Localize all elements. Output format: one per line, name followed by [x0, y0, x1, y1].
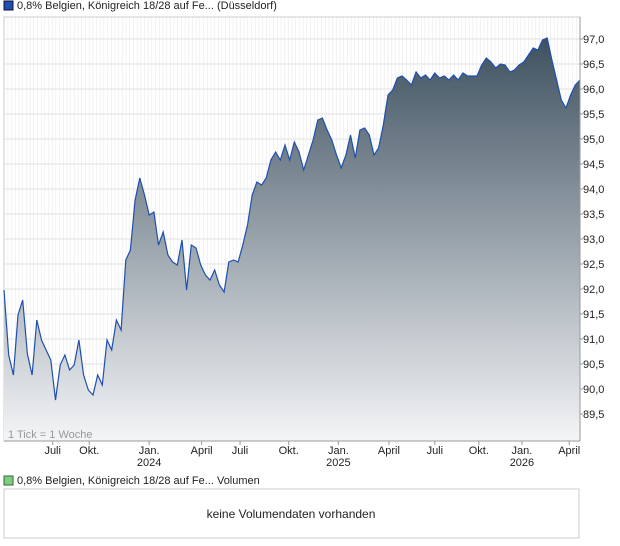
x-year-label: 2024: [137, 457, 161, 469]
y-tick-label: 91,5: [583, 309, 604, 321]
y-tick-label: 96,0: [583, 84, 604, 96]
x-tick-label: Juli: [44, 445, 61, 457]
y-tick-label: 95,5: [583, 109, 604, 121]
x-year-label: 2025: [326, 457, 350, 469]
y-tick-label: 92,5: [583, 259, 604, 271]
y-tick-label: 97,0: [583, 34, 604, 46]
legend-label: 0,8% Belgien, Königreich 18/28 auf Fe...…: [17, 0, 277, 12]
y-tick-label: 89,5: [583, 409, 604, 421]
line: [3, 37, 581, 401]
y-tick-label: 90,0: [583, 384, 604, 396]
legend-swatch: [3, 475, 14, 486]
x-tick-label: April: [558, 445, 580, 457]
x-tick-label: Juli: [427, 445, 444, 457]
legend-swatch: [3, 0, 14, 11]
x-tick-label: Juli: [232, 445, 249, 457]
volume-panel: [3, 488, 580, 539]
tick-note: 1 Tick = 1 Woche: [8, 429, 92, 441]
x-tick-label: Okt.: [279, 445, 299, 457]
y-tick-label: 92,0: [583, 284, 604, 296]
x-tick-label: Jan.: [328, 445, 349, 457]
x-tick-label: Okt.: [469, 445, 489, 457]
area: [4, 38, 580, 441]
x-tick-label: April: [378, 445, 400, 457]
y-tick-label: 94,5: [583, 159, 604, 171]
x-year-label: 2026: [510, 457, 534, 469]
y-tick-label: 90,5: [583, 359, 604, 371]
y-tick-label: 91,0: [583, 334, 604, 346]
y-tick-label: 96,5: [583, 59, 604, 71]
x-tick-label: Okt.: [79, 445, 99, 457]
x-tick-label: Jan.: [512, 445, 533, 457]
x-tick-label: April: [191, 445, 213, 457]
volume-legend-label: 0,8% Belgien, Königreich 18/28 auf Fe...…: [17, 475, 260, 487]
y-tick-label: 93,5: [583, 209, 604, 221]
y-tick-label: 95,0: [583, 134, 604, 146]
y-tick-label: 93,0: [583, 234, 604, 246]
volume-note: keine Volumendaten vorhanden: [207, 507, 376, 521]
x-tick-label: Jan.: [139, 445, 160, 457]
y-tick-label: 94,0: [583, 184, 604, 196]
